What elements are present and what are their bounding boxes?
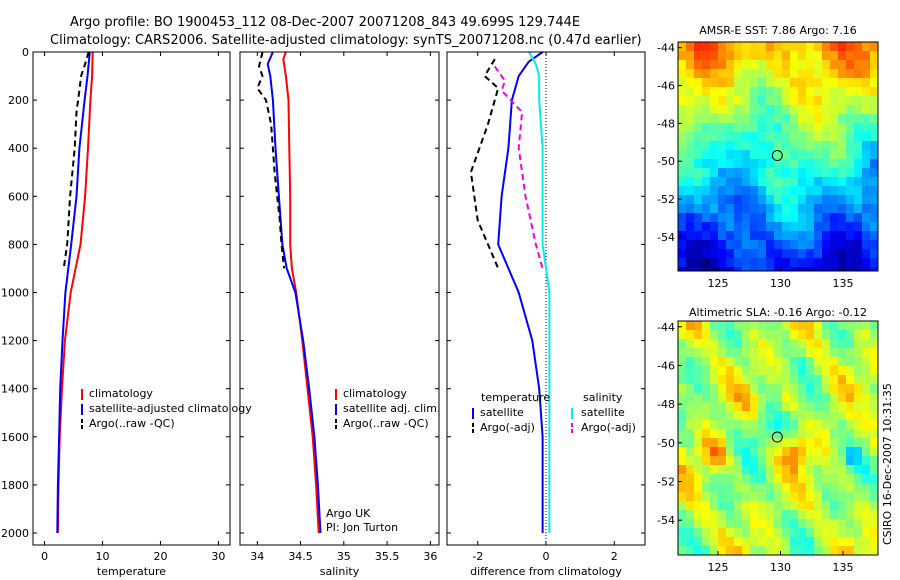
difference-legend-label: satellite — [581, 406, 625, 419]
temperature-x-axis-label: temperature — [97, 565, 166, 578]
figure-title-line-1: Argo profile: BO 1900453_112 08-Dec-2007… — [70, 15, 580, 30]
salinity-legend-label: climatology — [343, 387, 407, 400]
sst-x-tick-label: 135 — [833, 277, 854, 290]
temperature-profile-panel: 0 10 20 30 0 200 400 600 800 1000 1200 1400 1600 1800… — [1, 46, 252, 578]
temperature-legend-label: Argo(..raw -QC) — [89, 417, 175, 430]
salinity-x-axis-label: salinity — [320, 565, 360, 578]
sst-y-tick-label: -50 — [657, 155, 675, 168]
sla-map-title: Altimetric SLA: -0.16 Argo: -0.12 — [689, 306, 867, 319]
sst-heatmap-field — [678, 42, 879, 272]
sla-y-tick-label: -50 — [657, 437, 675, 450]
sla-y-tick-label: -44 — [657, 321, 675, 334]
difference-x-tick-label: 2 — [611, 550, 618, 563]
sla-x-tick-label: 130 — [770, 561, 791, 574]
sla-heatmap-field — [678, 321, 879, 556]
sla-y-tick-label: -46 — [657, 359, 675, 372]
sst-map-panel: 125 130 135 -44 -46 -48 -50 -52 -54 AMSR-E SST: 7… — [657, 24, 879, 290]
difference-x-axis-label: difference from climatology — [470, 565, 622, 578]
temperature-y-tick-label: 1000 — [1, 286, 29, 299]
sla-map-frame — [677, 320, 879, 556]
sla-map-panel: 125 130 135 -44 -46 -48 -50 -52 -54 Altimetric SL… — [657, 306, 879, 574]
difference-x-tick-label: 0 — [543, 550, 550, 563]
difference-profile-panel: -2 0 2 difference from climatology temperatu… — [446, 51, 646, 578]
salinity-legend-label: Argo(..raw -QC) — [343, 417, 429, 430]
sla-y-tick-label: -54 — [657, 514, 675, 527]
salinity-series-line-0 — [282, 51, 320, 534]
sla-y-tick-label: -52 — [657, 476, 675, 489]
temperature-y-tick-label: 1800 — [1, 479, 29, 492]
salinity-x-tick-label: 35 — [337, 550, 351, 563]
side-timestamp-label: CSIRO 16-Dec-2007 10:31:35 — [881, 383, 894, 545]
salinity-x-tick-label: 36 — [423, 550, 437, 563]
temperature-y-tick-label: 2000 — [1, 527, 29, 540]
temperature-y-tick-label: 1400 — [1, 383, 29, 396]
sst-argo-position-marker — [771, 150, 783, 162]
sst-map-frame — [677, 41, 879, 272]
difference-series-line-2 — [528, 51, 551, 533]
credit-line-1: Argo UK — [326, 507, 371, 520]
sla-x-tick-label: 135 — [833, 561, 854, 574]
sst-x-tick-label: 125 — [708, 277, 729, 290]
temperature-y-tick-label: 600 — [8, 190, 29, 203]
sla-argo-position-marker — [771, 431, 783, 443]
sst-y-tick-label: -48 — [657, 117, 675, 130]
temperature-legend-label: satellite-adjusted climatology — [89, 402, 252, 415]
temperature-axes-frame — [32, 51, 231, 546]
difference-legend-title-temperature: temperature — [481, 391, 550, 404]
temperature-series-line-1 — [56, 51, 91, 534]
salinity-x-tick-label: 34 — [250, 550, 264, 563]
salinity-x-tick-label: 35.5 — [375, 550, 400, 563]
sst-y-tick-label: -44 — [657, 42, 675, 55]
temperature-x-tick-label: 10 — [96, 550, 110, 563]
temperature-y-tick-label: 1200 — [1, 335, 29, 348]
temperature-legend-label: climatology — [89, 387, 153, 400]
difference-series-line-1 — [469, 58, 500, 269]
temperature-x-tick-label: 20 — [153, 550, 167, 563]
sst-map-title: AMSR-E SST: 7.86 Argo: 7.16 — [699, 24, 857, 37]
difference-legend-label: Argo(-adj) — [581, 421, 636, 434]
salinity-legend-label: satellite adj. clim. — [343, 402, 440, 415]
temperature-y-tick-label: 800 — [8, 238, 29, 251]
figure-title-line-2: Climatology: CARS2006. Satellite-adjuste… — [50, 33, 642, 48]
temperature-y-tick-label: 200 — [8, 94, 29, 107]
difference-legend-label: Argo(-adj) — [480, 421, 535, 434]
sst-y-tick-label: -54 — [657, 231, 675, 244]
sla-y-tick-label: -48 — [657, 398, 675, 411]
salinity-series-line-1 — [266, 51, 322, 534]
difference-series-line-3 — [493, 65, 544, 269]
temperature-y-tick-label: 1600 — [1, 431, 29, 444]
temperature-y-tick-label: 400 — [8, 142, 29, 155]
difference-series-line-0 — [497, 51, 544, 533]
salinity-profile-panel: 34 34.5 35 35.5 36 salinity climatology satelli… — [239, 51, 440, 578]
temperature-x-tick-label: 30 — [211, 550, 225, 563]
difference-legend-label: satellite — [480, 406, 524, 419]
temperature-series-line-2 — [62, 51, 90, 269]
credit-line-2: PI: Jon Turton — [326, 521, 398, 534]
temperature-x-tick-label: 0 — [41, 550, 48, 563]
sst-y-tick-label: -46 — [657, 80, 675, 93]
difference-x-tick-label: -2 — [472, 550, 483, 563]
sst-y-tick-label: -52 — [657, 193, 675, 206]
salinity-x-tick-label: 34.5 — [288, 550, 313, 563]
difference-legend-title-salinity: salinity — [583, 391, 623, 404]
sla-x-tick-label: 125 — [708, 561, 729, 574]
temperature-y-tick-label: 0 — [22, 46, 29, 59]
sst-x-tick-label: 130 — [770, 277, 791, 290]
salinity-axes-frame — [239, 51, 440, 546]
salinity-series-line-2 — [256, 51, 286, 269]
